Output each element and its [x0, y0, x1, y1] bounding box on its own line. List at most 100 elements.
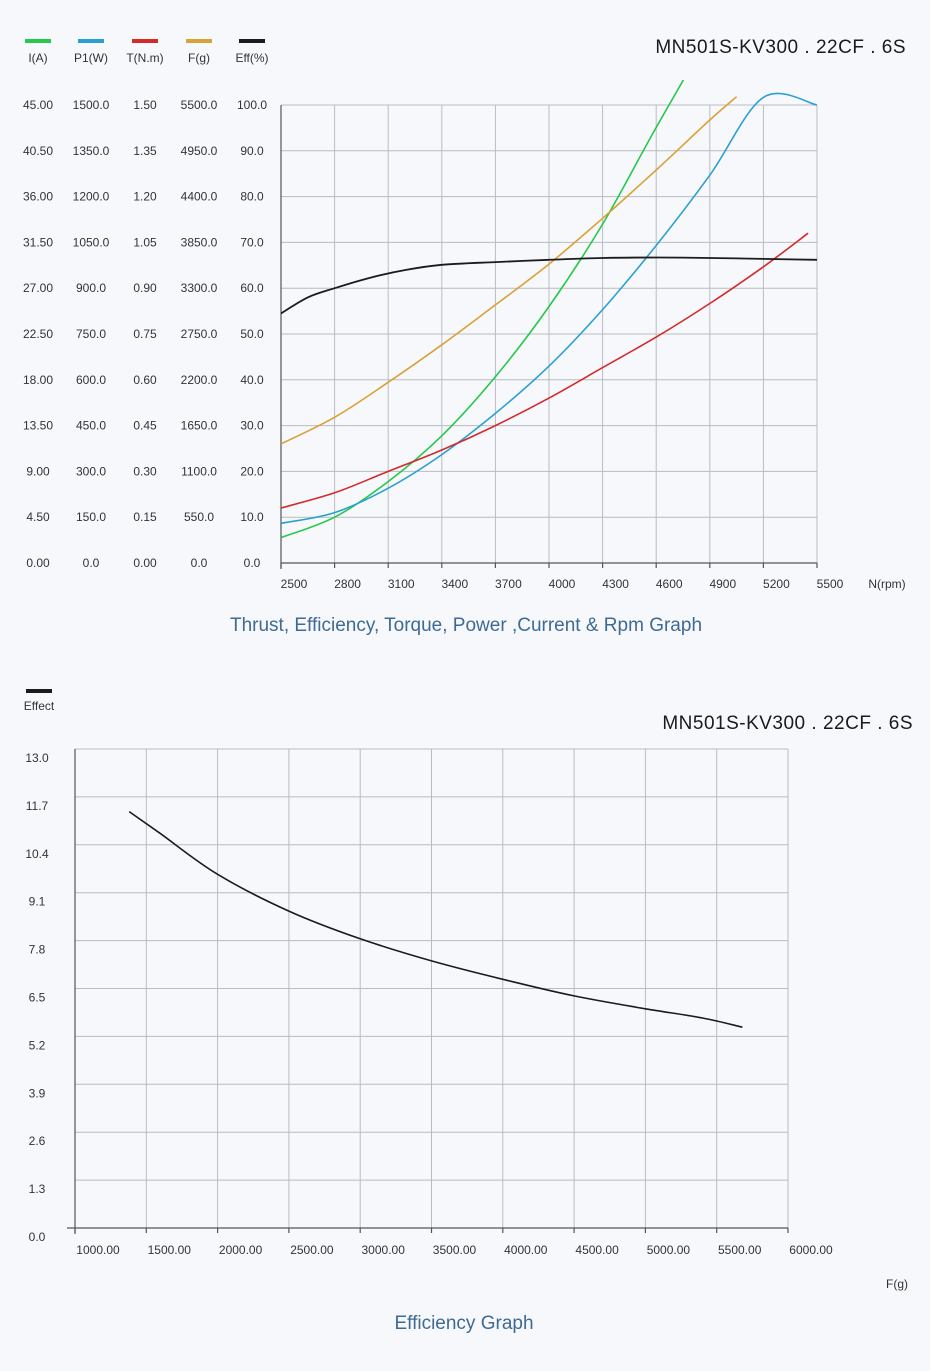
series-line-eff: [281, 256, 817, 315]
x-tick-label: 1000.00: [76, 1243, 120, 1257]
legend-swatch: [186, 39, 212, 43]
y-tick-label: 0.00: [26, 556, 50, 570]
legend-label: Effect: [24, 699, 55, 713]
y-tick-label: 40.0: [240, 373, 264, 387]
y-tick-label: 300.0: [76, 464, 106, 478]
series-line-effect: [128, 810, 743, 1028]
legend-swatch: [132, 39, 158, 43]
grid: [280, 104, 818, 569]
legend-swatch: [78, 39, 104, 43]
y-tick-label: 70.0: [240, 235, 264, 249]
y-tick-label: 18.00: [23, 373, 53, 387]
x-tick-label: 3100: [388, 577, 415, 591]
y-tick-label: 3.9: [29, 1086, 46, 1100]
model-title: MN501S-KV300 . 22CF . 6S: [655, 37, 906, 58]
x-tick-label: 2800: [334, 577, 361, 591]
x-tick-label: 2500.00: [290, 1243, 334, 1257]
y-tick-label: 4950.0: [181, 144, 218, 158]
efficiency-chart: Effect MN501S-KV300 . 22CF . 6S 0.0 1.3 2.…: [24, 689, 913, 1334]
x-tick-label: 3500.00: [433, 1243, 477, 1257]
x-axis-ticks: 1000.00 1500.00 2000.00 2500.00 3000.00 3500.…: [76, 1243, 833, 1257]
legend-label: P1(W): [74, 51, 108, 65]
legend-label: T(N.m): [126, 51, 163, 65]
y-tick-label: 0.00: [133, 556, 157, 570]
legend-swatch: [25, 39, 51, 43]
y-tick-label: 750.0: [76, 327, 106, 341]
y-tick-label: 0.0: [191, 556, 208, 570]
y-tick-label: 1.50: [133, 98, 157, 112]
clipped-lines: [281, 80, 817, 539]
y-tick-label: 9.00: [26, 464, 50, 478]
y-tick-label: 450.0: [76, 419, 106, 433]
legend-label: I(A): [28, 51, 47, 65]
y-tick-label: 0.0: [29, 1230, 46, 1244]
y-tick-label: 2200.0: [181, 373, 218, 387]
y-tick-label: 1.35: [133, 144, 157, 158]
y-tick-label: 1050.0: [73, 235, 110, 249]
y-axes-ticks: 0.00 4.50 9.00 13.50 18.00 22.50 27.00 31.50 36.…: [23, 98, 267, 570]
series-line-fg: [281, 96, 738, 445]
y-tick-label: 0.45: [133, 419, 157, 433]
y-tick-label: 7.8: [29, 943, 46, 957]
y-tick-label: 36.00: [23, 190, 53, 204]
y-tick-label: 13.50: [23, 419, 53, 433]
series-lines: [281, 80, 817, 539]
legend-label: F(g): [188, 51, 210, 65]
y-tick-label: 3850.0: [181, 235, 218, 249]
y-tick-label: 90.0: [240, 144, 264, 158]
y-tick-label: 4400.0: [181, 190, 218, 204]
y-tick-label: 0.15: [133, 510, 157, 524]
y-tick-label: 150.0: [76, 510, 106, 524]
x-tick-label: 3000.00: [362, 1243, 406, 1257]
x-tick-label: 4000: [549, 577, 576, 591]
x-tick-label: 4000.00: [504, 1243, 548, 1257]
y-tick-label: 60.0: [240, 281, 264, 295]
x-tick-label: 2000.00: [219, 1243, 263, 1257]
y-tick-label: 30.0: [240, 419, 264, 433]
y-tick-label: 5500.0: [181, 98, 218, 112]
series-line-tnm: [281, 232, 809, 509]
series-lines: [128, 810, 743, 1028]
y-tick-label: 50.0: [240, 327, 264, 341]
y-tick-label: 27.00: [23, 281, 53, 295]
x-tick-label: 3700: [495, 577, 522, 591]
y-tick-label: 22.50: [23, 327, 53, 341]
y-tick-label: 1.3: [29, 1182, 46, 1196]
chart-caption: Thrust, Efficiency, Torque, Power ,Curre…: [230, 615, 702, 636]
y-axis-ticks: 0.0 1.3 2.6 3.9 5.2 6.5 7.8 9.1 10.4 11.7 13.0: [25, 751, 49, 1244]
x-tick-label: 5200: [763, 577, 790, 591]
y-tick-label: 1.20: [133, 190, 157, 204]
performance-chart: I(A) P1(W) T(N.m) F(g) Eff(%) MN501S-KV300 .…: [23, 37, 906, 636]
y-tick-label: 31.50: [23, 235, 53, 249]
x-axis-unit-label: N(rpm): [868, 577, 905, 591]
y-tick-label: 2750.0: [181, 327, 218, 341]
y-tick-label: 0.30: [133, 464, 157, 478]
y-tick-label: 1350.0: [73, 144, 110, 158]
series-line-ia: [281, 80, 685, 539]
x-axis-unit-label: F(g): [886, 1277, 908, 1291]
x-tick-label: 5500: [817, 577, 844, 591]
y-tick-label: 1200.0: [73, 190, 110, 204]
y-tick-label: 9.1: [29, 895, 46, 909]
y-tick-label: 13.0: [25, 751, 49, 765]
y-tick-label: 1500.0: [73, 98, 110, 112]
y-tick-label: 550.0: [184, 510, 214, 524]
y-tick-label: 10.4: [25, 847, 49, 861]
x-tick-label: 5500.00: [718, 1243, 762, 1257]
legend: I(A) P1(W) T(N.m) F(g) Eff(%): [25, 39, 269, 65]
y-tick-label: 0.60: [133, 373, 157, 387]
y-tick-label: 45.00: [23, 98, 53, 112]
x-tick-label: 4300: [602, 577, 629, 591]
x-tick-label: 2500: [281, 577, 308, 591]
y-tick-label: 4.50: [26, 510, 50, 524]
legend: Effect: [24, 689, 55, 713]
x-tick-label: 6000.00: [789, 1243, 833, 1257]
y-tick-label: 40.50: [23, 144, 53, 158]
grid: [67, 748, 789, 1234]
x-tick-label: 5000.00: [647, 1243, 691, 1257]
y-tick-label: 3300.0: [181, 281, 218, 295]
y-tick-label: 0.0: [83, 556, 100, 570]
legend-label: Eff(%): [235, 51, 268, 65]
x-tick-label: 1500.00: [148, 1243, 192, 1257]
y-tick-label: 80.0: [240, 190, 264, 204]
